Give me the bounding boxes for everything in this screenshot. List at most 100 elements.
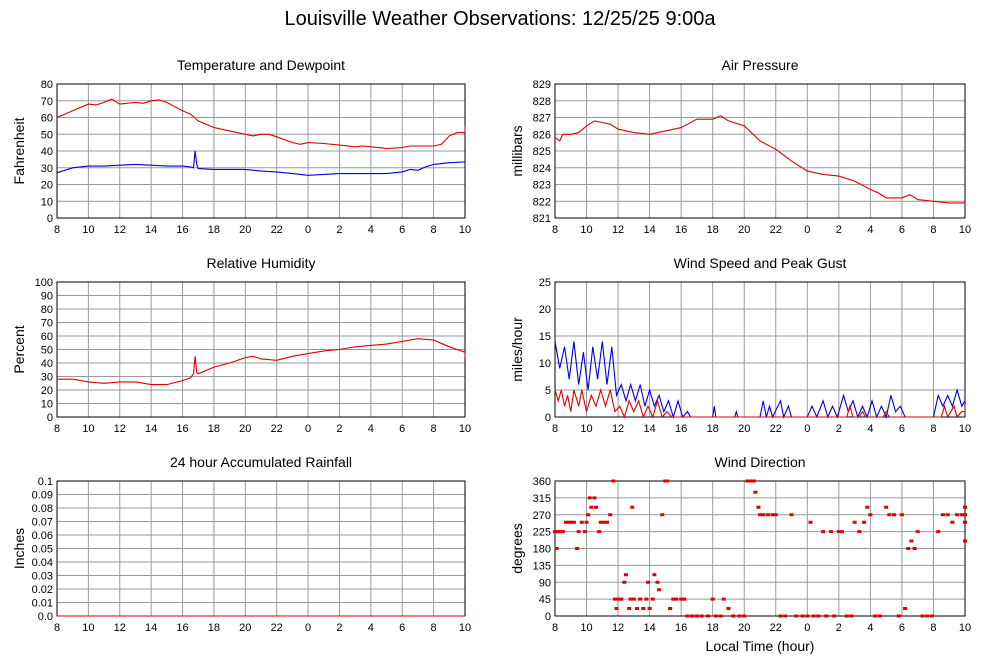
- y-tick-label: 0.01: [32, 598, 53, 610]
- x-tick-label: 8: [930, 423, 936, 435]
- direction-point: [862, 520, 867, 524]
- x-tick-label: 12: [612, 224, 624, 236]
- direction-point: [742, 614, 747, 618]
- direction-point: [616, 597, 621, 601]
- x-tick-label: 14: [145, 224, 157, 236]
- x-tick-label: 12: [114, 423, 126, 435]
- direction-point: [840, 530, 844, 534]
- direction-point: [726, 607, 731, 610]
- chart-title: 24 hour Accumulated Rainfall: [170, 454, 352, 470]
- direction-point: [836, 530, 841, 534]
- y-tick-label: 0.07: [32, 517, 53, 529]
- chart-direction: Wind Direction 8 10 12 14 16 18 20 22 0 2 4 6 8 10 0 45 9…: [509, 454, 971, 654]
- x-tick-label: 10: [580, 622, 592, 634]
- y-tick-label: 70: [41, 318, 53, 330]
- x-tick-label: 0: [305, 622, 311, 634]
- direction-point: [828, 530, 833, 534]
- y-axis-label: millibars: [509, 125, 525, 176]
- x-tick-label: 8: [431, 622, 437, 634]
- direction-point: [718, 614, 723, 618]
- x-tick-label: 20: [239, 224, 251, 236]
- y-tick-label: 824: [533, 163, 551, 175]
- x-tick-label: 14: [643, 423, 655, 435]
- direction-point: [751, 479, 756, 483]
- x-tick-label: 18: [707, 224, 719, 236]
- direction-point: [674, 597, 679, 601]
- y-tick-label: 0.09: [32, 490, 53, 502]
- direction-point: [896, 614, 901, 618]
- direction-point: [646, 580, 651, 584]
- y-tick-label: 70: [41, 96, 53, 108]
- y-tick-label: 315: [533, 493, 551, 505]
- direction-point: [884, 505, 889, 509]
- direction-point: [699, 614, 704, 618]
- direction-point: [929, 614, 934, 618]
- y-tick-label: 0.0: [38, 611, 53, 623]
- direction-point: [868, 513, 873, 517]
- direction-point: [963, 505, 967, 509]
- direction-point: [690, 614, 695, 618]
- y-tick-label: 0.04: [32, 557, 53, 569]
- x-tick-label: 12: [612, 622, 624, 634]
- x-tick-label: 0: [804, 622, 810, 634]
- plot-frame: [554, 83, 966, 219]
- direction-point: [713, 614, 718, 618]
- x-tick-label: 8: [552, 423, 558, 435]
- direction-point: [560, 530, 565, 534]
- x-tick-label: 2: [836, 622, 842, 634]
- x-tick-label: 14: [145, 622, 157, 634]
- direction-point: [575, 547, 580, 550]
- x-tick-label: 4: [368, 224, 374, 236]
- direction-point: [614, 607, 619, 610]
- x-tick-label: 4: [867, 423, 873, 435]
- direction-point: [650, 597, 655, 601]
- y-tick-label: 60: [41, 331, 53, 343]
- y-tick-label: 828: [533, 96, 551, 108]
- direction-point: [553, 530, 557, 534]
- y-tick-label: 20: [539, 304, 551, 316]
- direction-point: [682, 597, 687, 601]
- x-tick-label: 8: [54, 224, 60, 236]
- x-tick-label: 10: [459, 423, 471, 435]
- direction-point: [564, 520, 569, 524]
- direction-point: [920, 614, 925, 618]
- plot-frame: [56, 281, 466, 418]
- direction-point: [664, 479, 669, 483]
- y-tick-label: 0.05: [32, 544, 53, 556]
- direction-point: [824, 614, 829, 618]
- direction-point: [805, 614, 810, 618]
- direction-point: [915, 530, 920, 534]
- x-tick-label: 18: [707, 423, 719, 435]
- x-tick-label: 6: [399, 423, 405, 435]
- y-tick-label: 821: [533, 213, 551, 225]
- x-tick-label: 8: [552, 224, 558, 236]
- y-tick-label: 5: [545, 385, 551, 397]
- y-tick-label: 180: [533, 544, 551, 556]
- y-axis-label: miles/hour: [509, 317, 525, 382]
- x-tick-label: 0: [305, 224, 311, 236]
- direction-point: [800, 614, 805, 618]
- y-tick-label: 80: [41, 304, 53, 316]
- x-tick-label: 20: [738, 423, 750, 435]
- direction-point: [612, 597, 617, 601]
- direction-point: [753, 490, 758, 494]
- x-tick-label: 0: [804, 224, 810, 236]
- direction-point: [857, 530, 862, 534]
- x-tick-label: 8: [552, 622, 558, 634]
- direction-point: [679, 597, 684, 601]
- y-tick-label: 90: [539, 577, 551, 589]
- x-tick-label: 20: [738, 622, 750, 634]
- direction-point: [873, 614, 878, 618]
- x-tick-label: 18: [707, 622, 719, 634]
- series-line-red: [56, 98, 466, 150]
- chart-title: Temperature and Dewpoint: [177, 57, 345, 73]
- x-tick-label: 12: [114, 224, 126, 236]
- direction-point: [705, 614, 710, 618]
- direction-point: [963, 513, 967, 517]
- x-tick-label: 12: [612, 423, 624, 435]
- direction-point: [912, 547, 917, 550]
